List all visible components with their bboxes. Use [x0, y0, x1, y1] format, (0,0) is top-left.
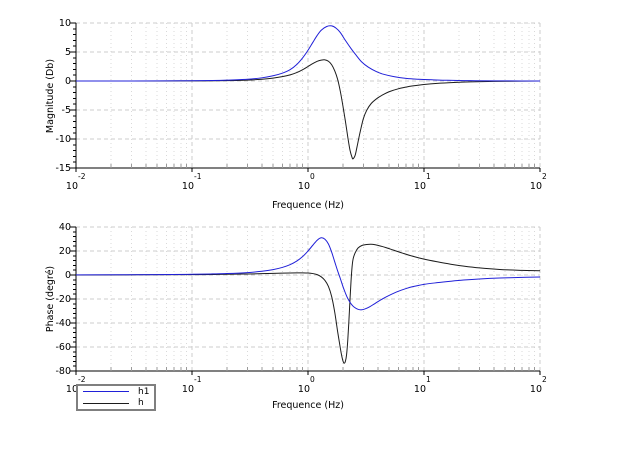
series-curves — [75, 237, 541, 364]
y-tick-label: -15 — [55, 163, 71, 174]
y-tick-label: -60 — [55, 342, 71, 353]
grid — [76, 226, 541, 371]
y-tick-label: 5 — [65, 47, 71, 58]
x-tick-label: 10 — [414, 181, 426, 192]
series-curves — [75, 25, 541, 160]
y-tick-label: 10 — [59, 18, 71, 29]
y-tick-label: -5 — [62, 105, 71, 116]
tick-marks — [70, 226, 541, 375]
x-tick-exponent: 2 — [542, 375, 547, 384]
y-tick-label: -80 — [55, 366, 71, 377]
curve-h1 — [75, 25, 541, 82]
curve-h — [75, 59, 541, 160]
curve-h — [75, 243, 541, 364]
x-tick-exponent: 1 — [426, 172, 431, 181]
legend-item-h: h — [78, 398, 154, 409]
x-tick-label: 10 — [182, 384, 194, 395]
x-tick-label: 10 — [530, 384, 542, 395]
legend-line-h — [83, 402, 129, 404]
legend-item-h1: h1 — [78, 386, 154, 397]
x-tick-exponent: 0 — [310, 172, 315, 181]
curve-h1 — [75, 237, 541, 311]
y-tick-label: -20 — [55, 294, 71, 305]
tick-marks — [70, 22, 541, 172]
x-tick-label: 10 — [298, 384, 310, 395]
y-tick-label: -40 — [55, 318, 71, 329]
x-tick-exponent: -1 — [194, 172, 202, 181]
x-tick-exponent: 0 — [310, 375, 315, 384]
legend-label-h: h — [138, 398, 144, 409]
x-tick-label: 10 — [298, 181, 310, 192]
y-tick-label: -10 — [55, 134, 71, 145]
x-tick-label: 10 — [66, 181, 78, 192]
x-tick-label: 10 — [530, 181, 542, 192]
x-tick-label: 10 — [66, 384, 78, 395]
x-tick-exponent: -2 — [78, 375, 86, 384]
y-tick-label: 20 — [59, 246, 71, 257]
legend: h1 h — [76, 384, 156, 411]
x-tick-label: 10 — [414, 384, 426, 395]
magnitude-x-axis-title: Frequence (Hz) — [272, 200, 344, 211]
x-tick-exponent: 2 — [542, 172, 547, 181]
phase-x-axis-title: Frequence (Hz) — [272, 400, 344, 411]
y-tick-label: 40 — [59, 222, 71, 233]
phase-y-axis-title: Phase (degré) — [45, 266, 56, 332]
x-tick-exponent: 1 — [426, 375, 431, 384]
legend-label-h1: h1 — [138, 386, 150, 397]
y-tick-label: 0 — [65, 270, 71, 281]
grid — [76, 22, 541, 168]
legend-line-h1 — [83, 391, 129, 393]
x-tick-label: 10 — [182, 181, 194, 192]
x-tick-exponent: -2 — [78, 172, 86, 181]
y-tick-label: 0 — [65, 76, 71, 87]
magnitude-y-axis-title: Magnitude (Db) — [45, 59, 56, 133]
x-tick-exponent: -1 — [194, 375, 202, 384]
